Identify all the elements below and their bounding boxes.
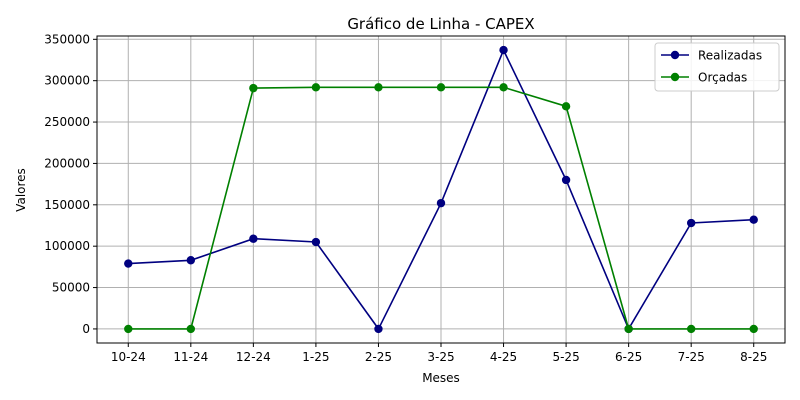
x-tick-label: 1-25 xyxy=(302,350,329,364)
legend-swatch-marker xyxy=(670,72,680,82)
data-point-orcadas xyxy=(686,324,696,334)
plot-area-frame xyxy=(96,35,786,344)
y-tick-label: 150000 xyxy=(44,198,90,212)
y-tick-label: 0 xyxy=(82,322,90,336)
data-point-realizadas xyxy=(249,234,258,243)
data-point-orcadas xyxy=(249,83,258,93)
data-point-realizadas xyxy=(686,218,696,228)
legend-label: Realizadas xyxy=(698,49,762,63)
legend: Realizadas Orçadas xyxy=(654,42,780,92)
data-point-orcadas xyxy=(186,324,196,334)
x-axis-label: Meses xyxy=(422,371,460,385)
x-axis-ticks: 10-24 11-24 12-24 1-25 2-25 3-25 4-25 5-25 6-25 7… xyxy=(111,343,767,364)
x-tick-label: 11-24 xyxy=(173,350,208,364)
x-tick-label: 2-25 xyxy=(365,350,392,364)
y-tick-label: 250000 xyxy=(44,115,90,129)
y-axis-label: Valores xyxy=(14,168,28,212)
x-tick-label: 12-24 xyxy=(236,350,271,364)
x-tick-label: 4-25 xyxy=(490,350,517,364)
y-axis-ticks: 0 50000 100000 150000 200000 250000 300000 3500… xyxy=(44,32,97,336)
chart-title: Gráfico de Linha - CAPEX xyxy=(347,15,534,33)
data-point-orcadas xyxy=(749,324,758,334)
data-point-orcadas xyxy=(436,83,446,92)
data-point-realizadas xyxy=(749,215,758,224)
x-tick-label: 3-25 xyxy=(427,350,454,364)
y-tick-label: 100000 xyxy=(44,239,90,253)
data-point-orcadas xyxy=(124,324,133,334)
x-tick-label: 5-25 xyxy=(552,350,579,364)
y-tick-label: 350000 xyxy=(44,32,90,46)
y-tick-label: 200000 xyxy=(44,156,90,170)
data-point-realizadas xyxy=(561,175,571,185)
x-tick-label: 8-25 xyxy=(740,350,767,364)
data-point-realizadas xyxy=(124,259,133,268)
data-point-orcadas xyxy=(311,83,321,92)
data-point-realizadas xyxy=(186,256,196,265)
data-point-orcadas xyxy=(561,102,571,111)
legend-swatch-marker xyxy=(670,50,680,60)
x-tick-label: 7-25 xyxy=(678,350,705,364)
y-tick-label: 300000 xyxy=(44,74,90,88)
data-point-orcadas xyxy=(374,83,383,92)
data-point-realizadas xyxy=(311,237,321,247)
data-point-realizadas xyxy=(436,198,446,208)
data-point-orcadas xyxy=(499,83,508,92)
data-point-orcadas xyxy=(624,324,633,334)
data-point-realizadas xyxy=(374,324,383,334)
y-tick-label: 50000 xyxy=(52,281,90,295)
x-tick-label: 10-24 xyxy=(111,350,146,364)
x-tick-label: 6-25 xyxy=(615,350,642,364)
data-point-realizadas xyxy=(499,45,508,55)
series-layer xyxy=(124,45,758,334)
legend-label: Orçadas xyxy=(698,71,747,85)
